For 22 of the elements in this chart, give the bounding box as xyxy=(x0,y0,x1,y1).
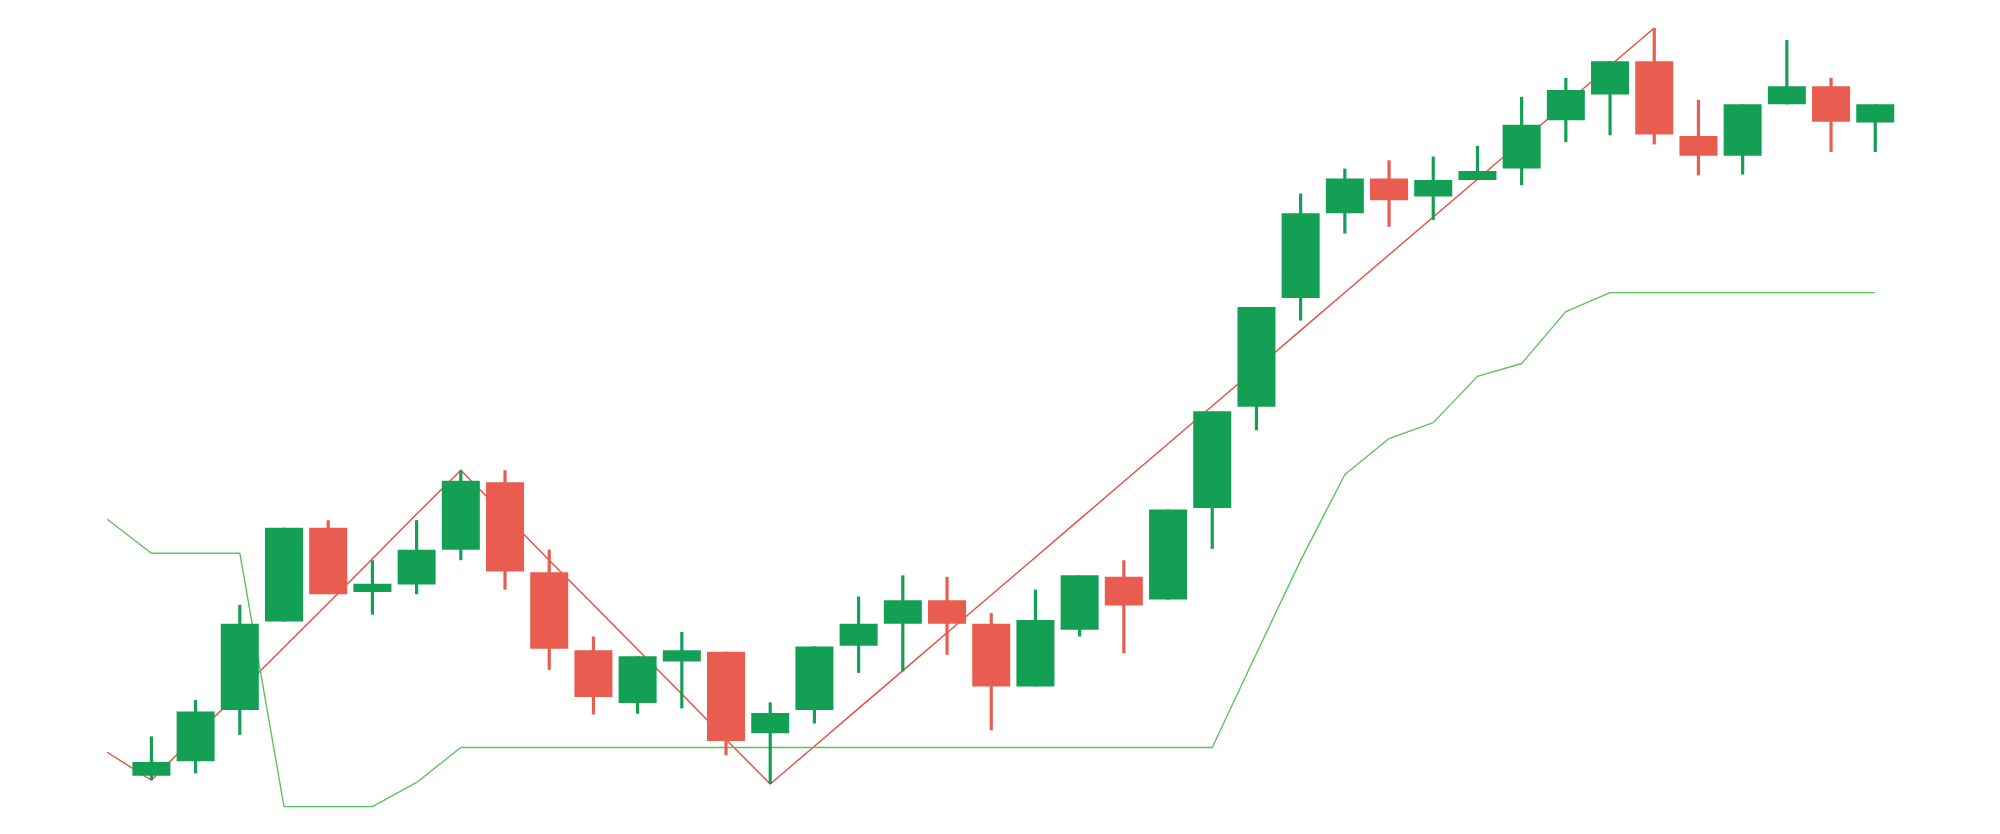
candlestick xyxy=(751,700,790,786)
candlestick xyxy=(1458,144,1497,182)
candlestick xyxy=(397,518,436,596)
candlestick xyxy=(662,630,701,710)
candlestick xyxy=(1325,167,1364,236)
candlestick xyxy=(574,634,613,717)
candlestick xyxy=(1812,76,1851,154)
candlestick xyxy=(353,558,392,617)
candlestick xyxy=(1104,558,1143,655)
candlestick xyxy=(618,654,657,716)
candlestick xyxy=(1502,95,1541,187)
candlestick xyxy=(1414,154,1453,222)
candlestick xyxy=(883,573,922,673)
candlestick xyxy=(132,734,171,782)
candlestick xyxy=(839,594,878,675)
candlestick xyxy=(1767,38,1806,106)
candlestick xyxy=(1591,59,1630,137)
candlestick xyxy=(928,575,967,657)
candlestick xyxy=(1856,102,1895,154)
candlestick xyxy=(1370,158,1409,229)
candlestick xyxy=(1546,76,1585,144)
candlestick xyxy=(1679,98,1718,178)
